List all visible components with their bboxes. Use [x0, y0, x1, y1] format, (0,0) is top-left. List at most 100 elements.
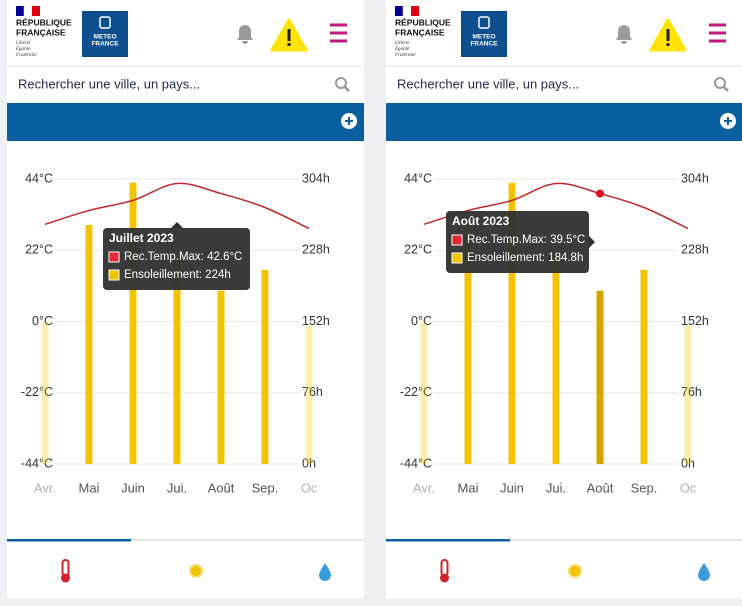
- tooltip-item: Ensoleillement: 224h: [124, 269, 231, 281]
- add-plus: [345, 117, 353, 125]
- warning-dot: [287, 43, 291, 46]
- sunshine-bar: [420, 322, 428, 464]
- x-tick-label: Jui.: [167, 480, 187, 495]
- y2-tick-label: 228h: [681, 243, 709, 257]
- add-plus: [724, 117, 732, 125]
- y-tick-label: 22°C: [25, 243, 53, 257]
- tab-indicator: [386, 539, 510, 542]
- blue-bar: [7, 103, 364, 141]
- blue-bar: [386, 103, 742, 141]
- x-tick-label: Mai: [79, 480, 100, 495]
- tooltip: Juillet 2023 Rec.Temp.Max: 42.6°C Ensoleil…: [103, 222, 250, 290]
- republic-text: FRANÇAISE: [395, 27, 445, 37]
- tooltip-title: Juillet 2023: [109, 231, 174, 245]
- republic-text: RÉPUBLIQUE: [395, 17, 451, 27]
- brand-logo: [461, 11, 507, 57]
- menu-bar: [330, 39, 347, 43]
- y2-tick-label: 0h: [681, 456, 695, 470]
- y-tick-label: 22°C: [404, 243, 432, 257]
- x-tick-label: Août: [208, 480, 235, 495]
- tooltip-arrow: [589, 236, 595, 248]
- sun-icon[interactable]: [189, 564, 203, 578]
- y-tick-label: 0°C: [411, 314, 432, 328]
- flag-red: [32, 6, 40, 16]
- drop-icon[interactable]: [698, 563, 710, 581]
- brand-text: FRANCE: [470, 41, 498, 48]
- selected-point: [596, 189, 604, 198]
- motto-text: Liberté: [15, 41, 31, 46]
- y2-tick-label: 228h: [302, 243, 330, 257]
- bell-icon: [616, 25, 632, 44]
- search-placeholder[interactable]: Rechercher une ville, un pays...: [397, 76, 579, 91]
- search-placeholder[interactable]: Rechercher une ville, un pays...: [18, 76, 200, 91]
- bell-icon: [237, 25, 253, 44]
- warning-bang: [287, 29, 291, 41]
- sunshine-bar: [173, 254, 181, 464]
- menu-bar: [330, 31, 347, 35]
- sunshine-bar: [217, 290, 225, 464]
- tooltip-box: [446, 211, 589, 273]
- x-tick-label: Oc: [301, 480, 318, 495]
- y-tick-label: 44°C: [404, 171, 432, 185]
- y2-tick-label: 76h: [681, 385, 702, 399]
- menu-bar: [330, 23, 347, 27]
- x-tick-label: Avr.: [413, 480, 435, 495]
- sunshine-bar: [552, 254, 560, 464]
- sunshine-bar: [305, 325, 313, 464]
- flag-white: [402, 5, 412, 17]
- search-icon: [335, 77, 347, 89]
- flag-blue: [16, 6, 24, 16]
- sunshine-bar: [464, 224, 472, 464]
- x-tick-label: Août: [587, 480, 614, 495]
- search-icon-handle: [344, 86, 350, 92]
- y-tick-label: 44°C: [25, 171, 53, 185]
- brand-mark: [478, 16, 490, 29]
- sunshine-bar: [41, 322, 49, 464]
- tooltip-item: Rec.Temp.Max: 42.6°C: [124, 251, 242, 263]
- menu-bar: [709, 23, 726, 27]
- y2-tick-label: 76h: [302, 385, 323, 399]
- brand-text: FRANCE: [91, 41, 119, 48]
- sunshine-bar: [508, 182, 516, 464]
- x-tick-label: Juin: [121, 480, 145, 495]
- brand-text: METEO: [472, 34, 495, 41]
- y2-tick-label: 0h: [302, 456, 316, 470]
- tooltip-swatch: [451, 252, 463, 264]
- tooltip-swatch: [451, 234, 463, 246]
- sunshine-bar: [640, 269, 648, 464]
- sunshine-bar: [684, 325, 692, 464]
- sunshine-bar: [85, 224, 93, 464]
- x-tick-label: Sep.: [631, 480, 658, 495]
- tooltip-title: Août 2023: [452, 214, 510, 228]
- brand-mark: [99, 16, 111, 29]
- flag-red: [411, 6, 419, 16]
- x-tick-label: Juin: [500, 480, 524, 495]
- flag-white: [23, 5, 33, 17]
- sun-icon[interactable]: [568, 564, 582, 578]
- drop-icon[interactable]: [319, 563, 331, 581]
- tooltip-item: Rec.Temp.Max: 39.5°C: [467, 234, 585, 246]
- motto-text: Égalité: [15, 46, 31, 52]
- temp-line: [44, 182, 310, 230]
- x-tick-label: Mai: [458, 480, 479, 495]
- republic-text: RÉPUBLIQUE: [16, 17, 72, 27]
- sunshine-bar: [129, 182, 137, 464]
- sunshine-bar: [596, 290, 604, 464]
- flag-blue: [395, 6, 403, 16]
- sunshine-bar: [261, 269, 269, 464]
- menu-bar: [709, 31, 726, 35]
- temp-line: [423, 182, 689, 230]
- thermometer-bulb: [61, 573, 70, 583]
- y-tick-label: 0°C: [32, 314, 53, 328]
- y-tick-label: -44°C: [400, 456, 432, 470]
- y2-tick-label: 304h: [681, 171, 709, 185]
- brand-logo: [82, 11, 128, 57]
- menu-bar: [709, 39, 726, 43]
- thermometer-bulb: [440, 573, 449, 583]
- y2-tick-label: 152h: [302, 314, 330, 328]
- tab-divider: [7, 539, 364, 541]
- x-tick-label: Sep.: [252, 480, 279, 495]
- motto-text: Fraternité: [394, 53, 416, 58]
